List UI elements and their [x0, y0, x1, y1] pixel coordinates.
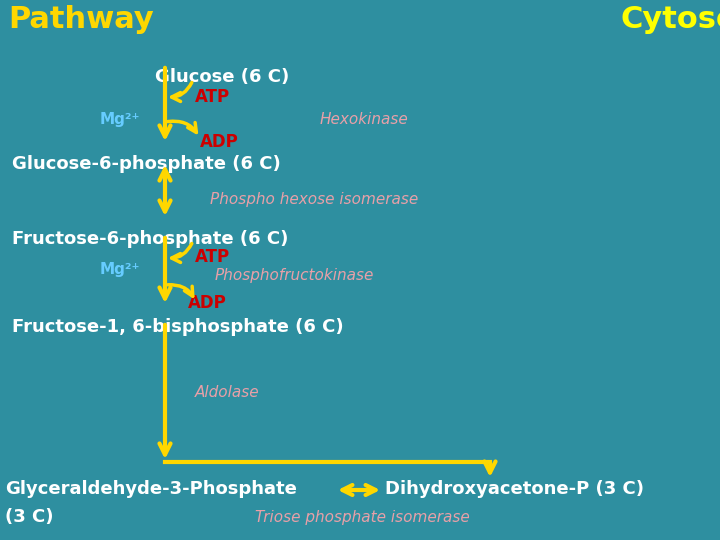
Text: ADP: ADP: [188, 294, 227, 312]
Text: Triose phosphate isomerase: Triose phosphate isomerase: [255, 510, 469, 525]
Text: Glucose-6-phosphate (6 C): Glucose-6-phosphate (6 C): [12, 155, 281, 173]
Text: Fructose-6-phosphate (6 C): Fructose-6-phosphate (6 C): [12, 230, 289, 248]
Text: ATP: ATP: [195, 88, 230, 106]
Text: Mg²⁺: Mg²⁺: [100, 112, 140, 127]
Text: Hexokinase: Hexokinase: [320, 112, 409, 127]
Text: Mg²⁺: Mg²⁺: [100, 262, 140, 277]
Text: Fructose-1, 6-bisphosphate (6 C): Fructose-1, 6-bisphosphate (6 C): [12, 318, 343, 336]
Text: (3 C): (3 C): [5, 508, 53, 526]
Text: Phosphofructokinase: Phosphofructokinase: [215, 268, 374, 283]
Text: Dihydroxyacetone-P (3 C): Dihydroxyacetone-P (3 C): [385, 480, 644, 498]
Text: Glyceraldehyde-3-Phosphate: Glyceraldehyde-3-Phosphate: [5, 480, 297, 498]
Text: Aldolase: Aldolase: [195, 385, 260, 400]
Text: Cytosol: Cytosol: [620, 5, 720, 34]
Text: Pathway: Pathway: [8, 5, 154, 34]
Text: ADP: ADP: [200, 133, 239, 151]
Text: ATP: ATP: [195, 248, 230, 266]
Text: Glucose (6 C): Glucose (6 C): [155, 68, 289, 86]
Text: Phospho hexose isomerase: Phospho hexose isomerase: [210, 192, 418, 207]
